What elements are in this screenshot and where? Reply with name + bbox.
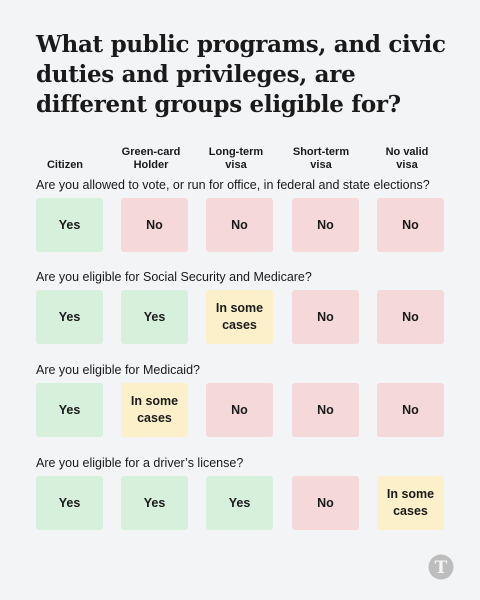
answer-cell-some: In some cases — [377, 476, 444, 530]
answer-cell-some: In some cases — [121, 383, 188, 437]
question-text: Are you eligible for Social Security and… — [36, 270, 312, 284]
column-header-line: visa — [396, 159, 418, 171]
answer-text: Yes — [143, 495, 166, 510]
answer-cell-yes: Yes — [121, 476, 188, 530]
answer-text: In some cases — [386, 487, 435, 518]
answer-text: No — [317, 309, 334, 324]
answer-cell-yes: Yes — [36, 383, 103, 437]
answer-cell-yes: Yes — [36, 476, 103, 530]
answer-text: No — [317, 402, 334, 417]
question-text: Are you eligible for a driver’s license? — [36, 456, 244, 470]
column-header-line: Short-term — [292, 146, 350, 158]
column-header: Green-card Holder — [109, 146, 193, 172]
answer-cell-no: No — [377, 198, 444, 252]
answer-text: No — [402, 309, 419, 324]
column-header-line: visa — [310, 159, 332, 171]
column-header: No valid visa — [365, 146, 449, 172]
answer-cell-some: In some cases — [206, 290, 273, 344]
nyt-t-logo-icon: T — [428, 554, 454, 580]
page-title: What public programs, and civic duties a… — [36, 31, 446, 118]
answer-text: No — [231, 402, 248, 417]
answer-cell-no: No — [292, 383, 359, 437]
column-header: Long-term visa — [194, 146, 278, 172]
answer-text: No — [317, 217, 334, 232]
answer-text: Yes — [58, 495, 81, 510]
column-header-line: Citizen — [46, 159, 84, 171]
answer-cell-yes: Yes — [36, 290, 103, 344]
answer-text: In some cases — [215, 301, 264, 332]
answer-text: In some cases — [130, 394, 179, 425]
answer-cell-no: No — [292, 290, 359, 344]
answer-cell-no: No — [377, 383, 444, 437]
answer-text: Yes — [228, 495, 251, 510]
answer-cell-no: No — [206, 383, 273, 437]
question-text: Are you eligible for Medicaid? — [36, 363, 200, 377]
answer-text: Yes — [58, 309, 81, 324]
answer-text: Yes — [58, 402, 81, 417]
question-text: Are you allowed to vote, or run for offi… — [36, 178, 430, 192]
answer-cell-yes: Yes — [121, 290, 188, 344]
answer-text: No — [402, 217, 419, 232]
answer-text: Yes — [58, 217, 81, 232]
column-header: Citizen — [23, 159, 107, 172]
answer-text: No — [231, 217, 248, 232]
column-header-line: Holder — [133, 159, 169, 171]
answer-text: Yes — [143, 309, 166, 324]
answer-cell-no: No — [292, 198, 359, 252]
column-header-line: No valid — [385, 146, 429, 158]
answer-text: No — [146, 217, 163, 232]
answer-cell-no: No — [377, 290, 444, 344]
svg-text:T: T — [435, 558, 448, 578]
column-header-line: Long-term — [208, 146, 264, 158]
column-header: Short-term visa — [279, 146, 363, 172]
answer-text: No — [402, 402, 419, 417]
answer-cell-no: No — [292, 476, 359, 530]
answer-cell-yes: Yes — [36, 198, 103, 252]
column-header-line: visa — [225, 159, 247, 171]
column-header-line: Green-card — [121, 146, 181, 158]
answer-cell-yes: Yes — [206, 476, 273, 530]
column-headers: Citizen Green-card Holder Long-term visa Shor… — [0, 142, 480, 172]
answer-cell-no: No — [206, 198, 273, 252]
answer-text: No — [317, 495, 334, 510]
answer-cell-no: No — [121, 198, 188, 252]
